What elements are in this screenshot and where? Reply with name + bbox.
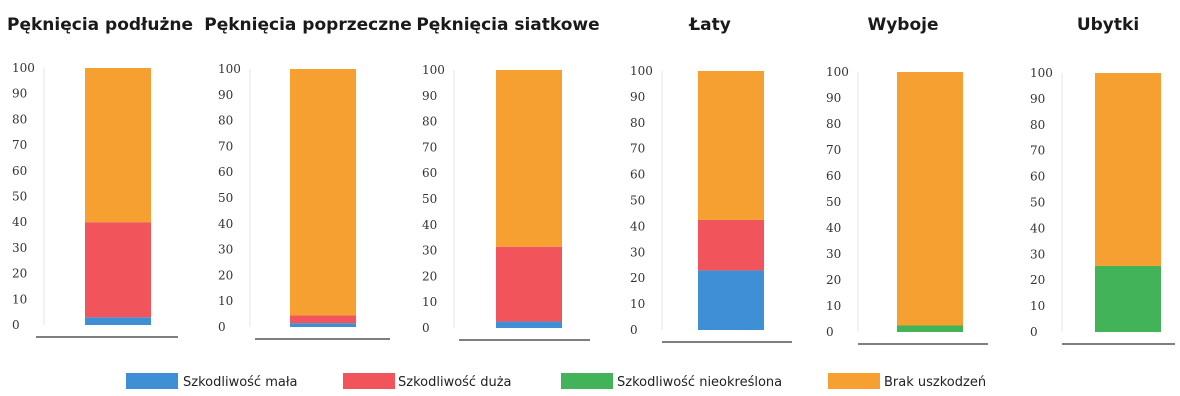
bar-segment-brak <box>698 71 764 220</box>
y-tick-label: 20 <box>630 271 645 285</box>
y-tick-label: 60 <box>422 166 437 180</box>
y-tick-label: 50 <box>12 190 27 204</box>
y-tick-label: 30 <box>826 247 841 261</box>
legend-swatch-brak <box>828 373 880 389</box>
y-tick-label: 0 <box>630 323 638 337</box>
y-tick-label: 50 <box>630 194 645 208</box>
y-tick-label: 50 <box>1030 196 1045 210</box>
y-tick-label: 20 <box>1030 273 1045 287</box>
y-tick-label: 90 <box>630 90 645 104</box>
y-tick-label: 100 <box>12 61 35 75</box>
y-tick-label: 90 <box>12 87 27 101</box>
y-tick-label: 100 <box>630 64 653 78</box>
y-tick-label: 20 <box>826 273 841 287</box>
y-tick-label: 80 <box>218 114 233 128</box>
y-tick-label: 70 <box>826 143 841 157</box>
y-tick-label: 30 <box>12 241 27 255</box>
y-tick-label: 50 <box>422 192 437 206</box>
bar-segment-brak <box>897 72 963 326</box>
bar-segment-brak <box>496 70 562 247</box>
y-tick-label: 40 <box>826 221 841 235</box>
y-tick-label: 90 <box>218 88 233 102</box>
legend-label: Brak uszkodzeń <box>884 375 986 390</box>
y-tick-label: 20 <box>422 269 437 283</box>
y-tick-label: 10 <box>12 292 27 306</box>
bar-segment-nieokreslona <box>897 325 963 332</box>
y-tick-label: 80 <box>630 116 645 130</box>
legend-label: Szkodliwość mała <box>183 375 298 390</box>
bar-segment-mala <box>85 317 151 325</box>
y-tick-label: 30 <box>1030 247 1045 261</box>
bar-segment-duza <box>496 246 562 322</box>
y-tick-label: 60 <box>630 168 645 182</box>
y-tick-label: 0 <box>218 320 226 334</box>
y-tick-label: 70 <box>630 142 645 156</box>
legend-swatch-duza <box>343 373 395 389</box>
panel-title: Pęknięcia poprzeczne <box>204 15 411 35</box>
y-tick-label: 10 <box>1030 299 1045 313</box>
legend-swatch-mala <box>126 373 178 389</box>
y-tick-label: 80 <box>1030 118 1045 132</box>
y-tick-label: 100 <box>218 62 241 76</box>
y-tick-label: 0 <box>1030 325 1038 339</box>
y-tick-label: 60 <box>218 165 233 179</box>
y-tick-label: 90 <box>826 91 841 105</box>
y-tick-label: 20 <box>218 268 233 282</box>
panel-title: Łaty <box>688 15 731 35</box>
y-tick-label: 70 <box>1030 144 1045 158</box>
y-tick-label: 0 <box>826 325 834 339</box>
y-tick-label: 60 <box>826 169 841 183</box>
y-tick-label: 40 <box>630 219 645 233</box>
y-tick-label: 60 <box>12 164 27 178</box>
bar-segment-brak <box>1095 73 1161 266</box>
bar-segment-brak <box>290 69 356 316</box>
panel-title: Wyboje <box>867 15 938 35</box>
legend-swatch-nieokreslona <box>561 373 613 389</box>
y-tick-label: 50 <box>826 195 841 209</box>
y-tick-label: 100 <box>826 65 849 79</box>
y-tick-label: 40 <box>12 215 27 229</box>
y-tick-label: 10 <box>218 294 233 308</box>
bar-segment-mala <box>698 270 764 330</box>
y-tick-label: 80 <box>826 117 841 131</box>
y-tick-label: 70 <box>218 139 233 153</box>
y-tick-label: 10 <box>826 299 841 313</box>
legend-label: Szkodliwość duża <box>398 375 512 390</box>
y-tick-label: 0 <box>422 321 430 335</box>
y-tick-label: 100 <box>422 63 445 77</box>
y-tick-label: 70 <box>422 140 437 154</box>
y-tick-label: 40 <box>422 218 437 232</box>
bar-segment-duza <box>85 222 151 318</box>
y-tick-label: 80 <box>12 112 27 126</box>
bar-segment-duza <box>698 219 764 271</box>
y-tick-label: 0 <box>12 318 20 332</box>
y-tick-label: 20 <box>12 267 27 281</box>
y-tick-label: 50 <box>218 191 233 205</box>
y-tick-label: 10 <box>630 297 645 311</box>
bar-segment-mala <box>496 321 562 328</box>
y-tick-label: 40 <box>218 217 233 231</box>
y-tick-label: 100 <box>1030 66 1053 80</box>
y-tick-label: 90 <box>422 89 437 103</box>
legend-label: Szkodliwość nieokreślona <box>617 375 782 390</box>
bar-segment-mala <box>290 323 356 327</box>
y-tick-label: 40 <box>1030 221 1045 235</box>
y-tick-label: 70 <box>12 138 27 152</box>
y-tick-label: 60 <box>1030 170 1045 184</box>
y-tick-label: 90 <box>1030 92 1045 106</box>
bar-segment-brak <box>85 68 151 223</box>
y-tick-label: 30 <box>218 243 233 257</box>
y-tick-label: 10 <box>422 295 437 309</box>
panel-title: Pęknięcia siatkowe <box>416 15 599 35</box>
bar-segment-duza <box>290 315 356 324</box>
y-tick-label: 80 <box>422 115 437 129</box>
bar-segment-nieokreslona <box>1095 265 1161 332</box>
y-tick-label: 30 <box>630 245 645 259</box>
y-tick-label: 30 <box>422 244 437 258</box>
panel-title: Pęknięcia podłużne <box>7 15 193 35</box>
panel-title: Ubytki <box>1077 15 1139 35</box>
